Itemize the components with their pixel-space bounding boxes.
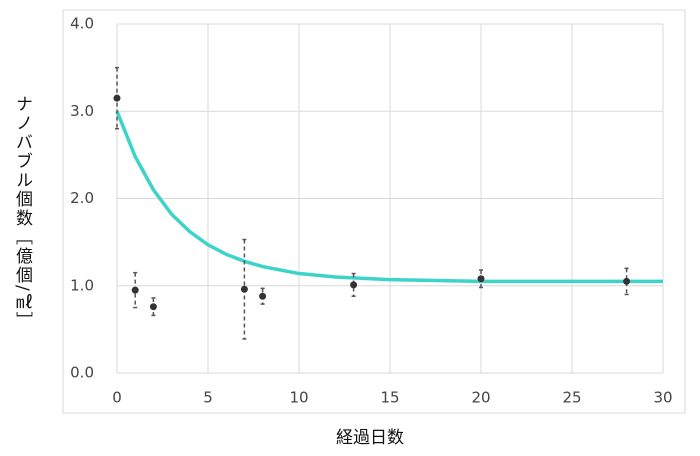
point <box>350 281 358 289</box>
point <box>113 94 121 102</box>
y-axis-title: ナノバブル個数［億個/㎖］ <box>12 95 32 331</box>
y-tick-label: 2.0 <box>70 189 94 207</box>
y-tick-label: 0.0 <box>70 364 94 382</box>
x-axis-title: 経過日数 <box>336 428 404 448</box>
point <box>477 275 485 283</box>
x-tick-label: 15 <box>380 389 399 407</box>
x-tick-label: 10 <box>289 389 308 407</box>
y-tick-label: 1.0 <box>70 276 94 294</box>
x-tick-label: 25 <box>562 389 581 407</box>
point <box>240 285 248 293</box>
point <box>259 292 267 300</box>
x-tick-label: 20 <box>471 389 490 407</box>
x-tick-label: 5 <box>203 389 213 407</box>
point <box>149 303 157 311</box>
x-tick-label: 0 <box>112 389 122 407</box>
x-tick-label: 30 <box>653 389 672 407</box>
point <box>623 277 631 285</box>
chart-frame <box>62 9 686 414</box>
y-tick-label: 3.0 <box>70 102 94 120</box>
y-tick-label: 4.0 <box>70 15 94 33</box>
point <box>131 286 139 294</box>
